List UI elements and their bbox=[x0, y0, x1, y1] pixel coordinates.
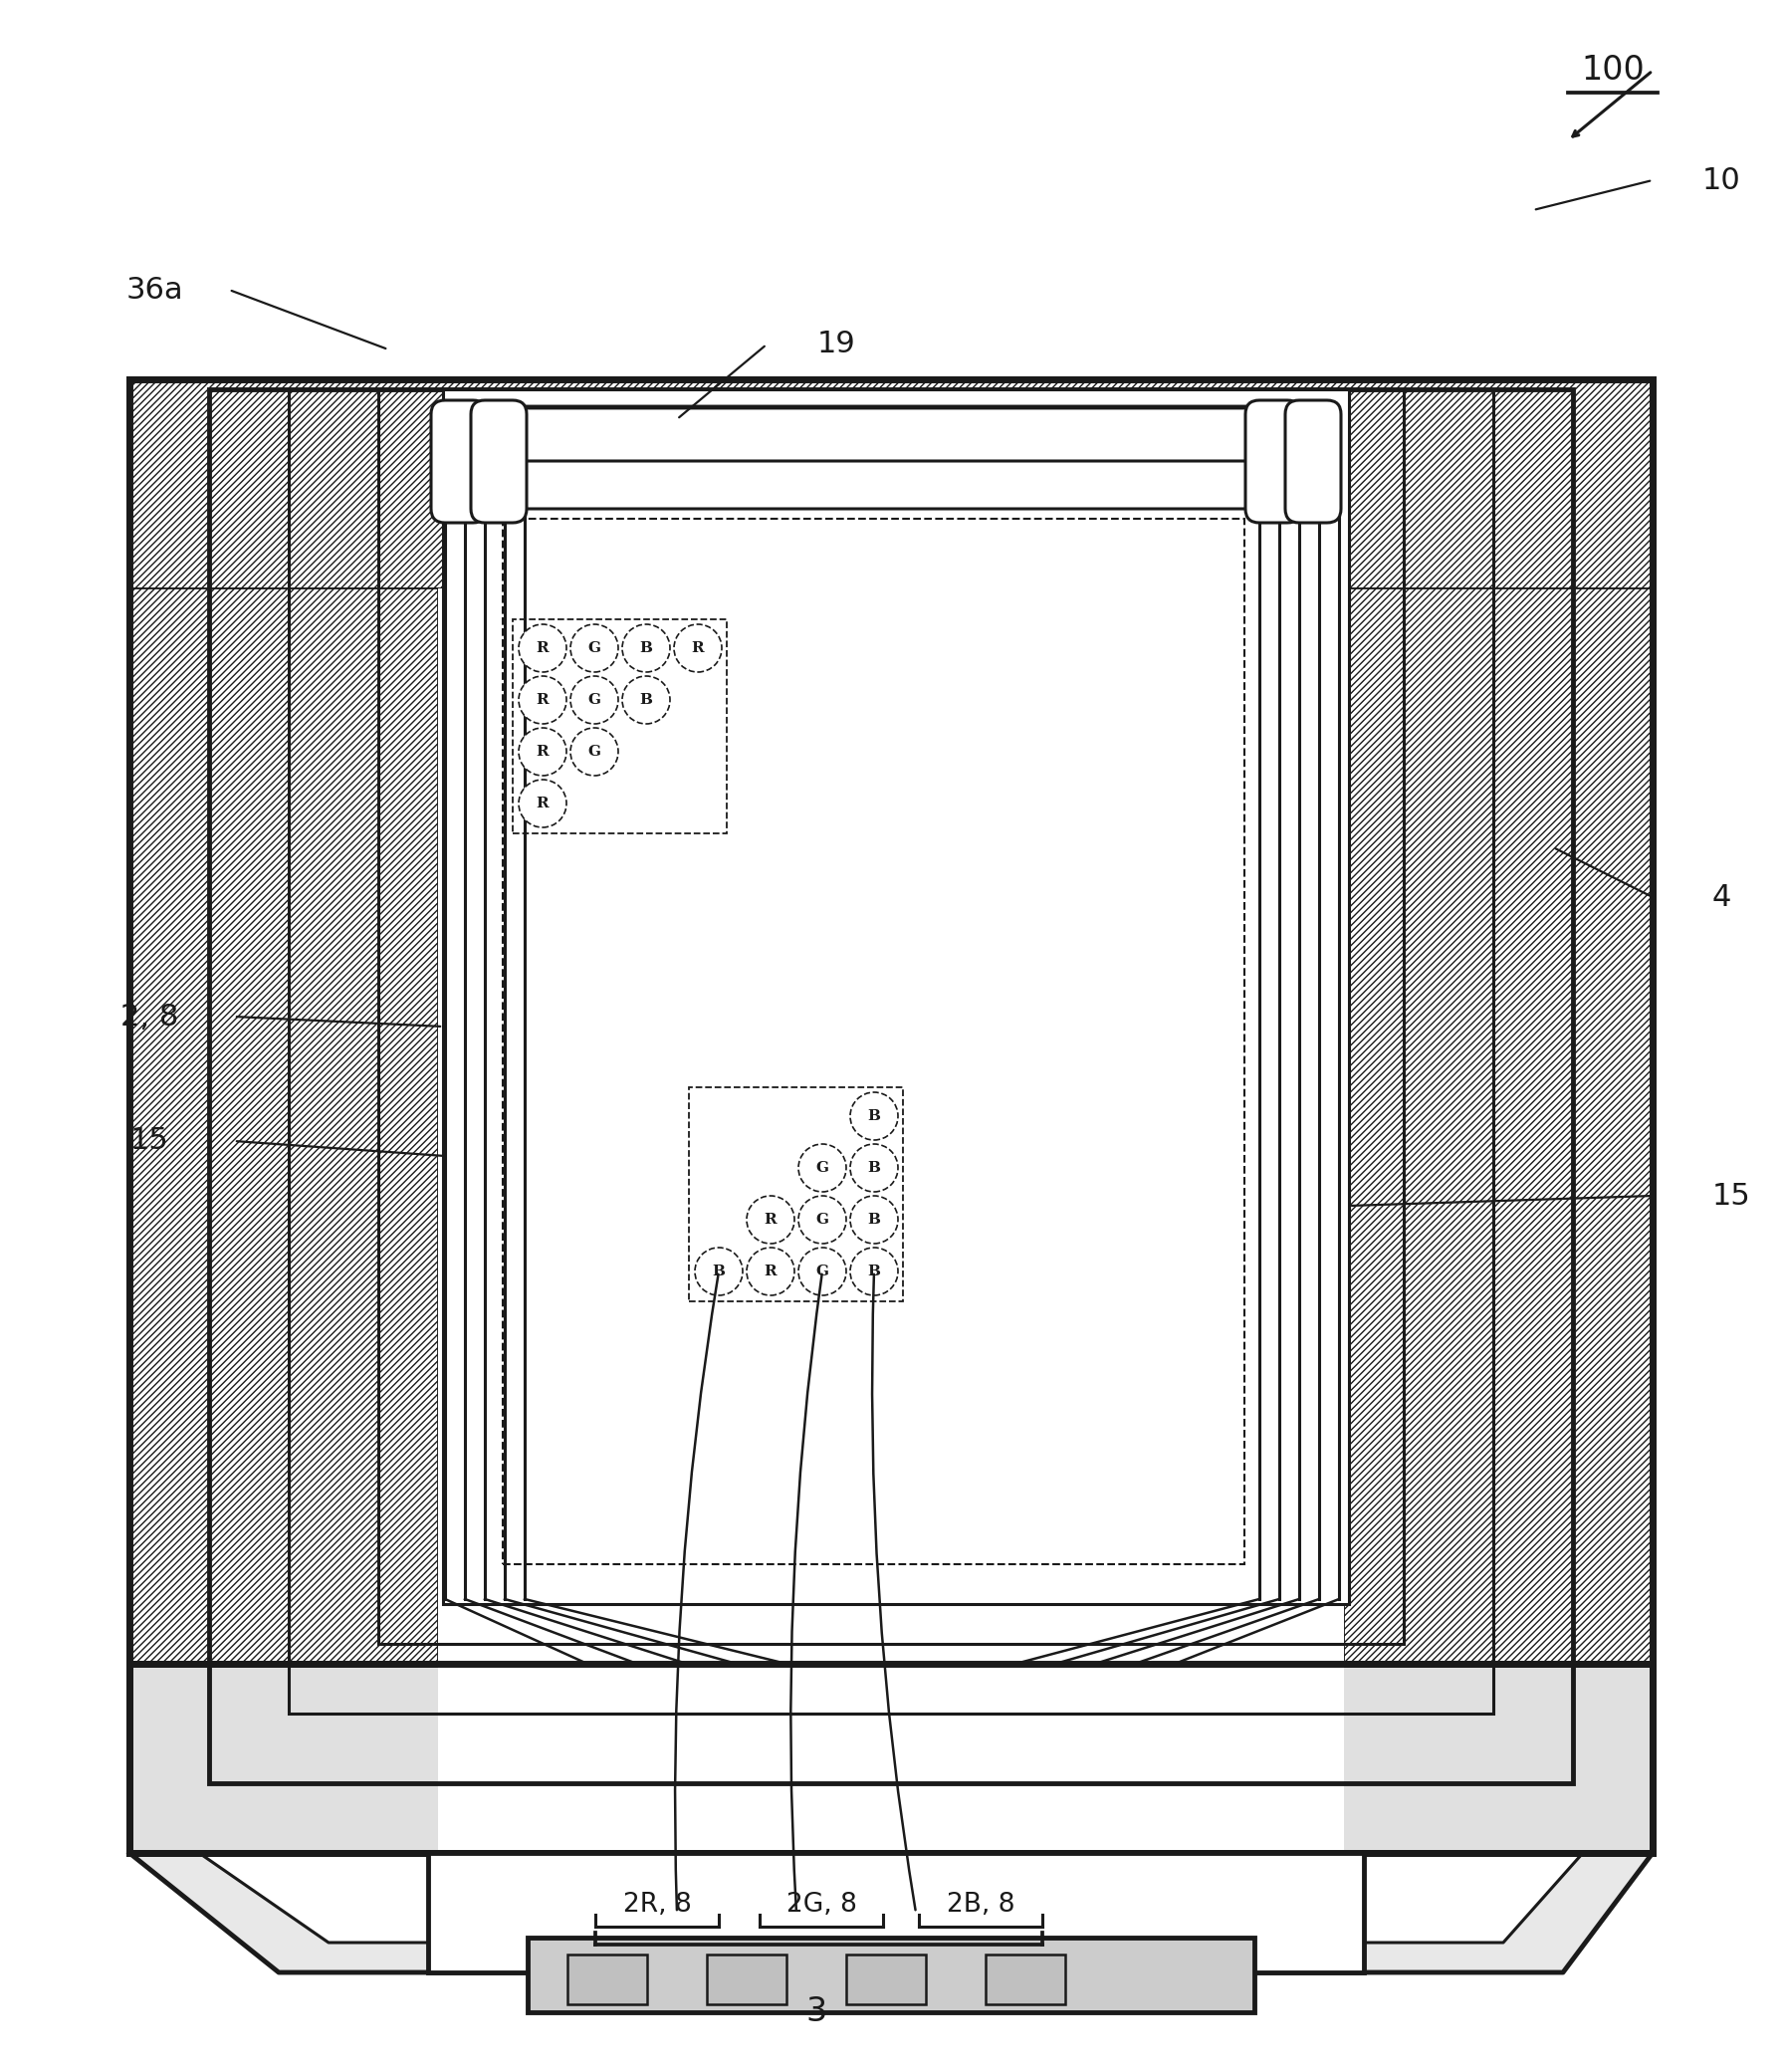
Bar bbox=[439, 588, 1343, 1852]
Text: B: B bbox=[712, 1264, 726, 1278]
Bar bbox=[130, 379, 1652, 588]
FancyBboxPatch shape bbox=[483, 408, 1308, 483]
Text: 3: 3 bbox=[806, 1995, 828, 2028]
Text: R: R bbox=[537, 744, 549, 758]
Bar bbox=[985, 1954, 1065, 2004]
FancyBboxPatch shape bbox=[1284, 400, 1342, 522]
Text: 15: 15 bbox=[130, 1127, 169, 1156]
Text: B: B bbox=[640, 640, 653, 655]
Text: G: G bbox=[815, 1160, 830, 1175]
Circle shape bbox=[851, 1247, 897, 1295]
Text: 19: 19 bbox=[817, 329, 856, 358]
Bar bbox=[209, 390, 1573, 1784]
Bar bbox=[706, 1954, 787, 2004]
Text: B: B bbox=[867, 1212, 881, 1227]
Bar bbox=[567, 1954, 648, 2004]
Circle shape bbox=[851, 1144, 897, 1191]
Circle shape bbox=[519, 727, 567, 775]
Text: 2G, 8: 2G, 8 bbox=[787, 1892, 856, 1919]
Text: R: R bbox=[764, 1212, 776, 1227]
FancyBboxPatch shape bbox=[1245, 400, 1301, 522]
Circle shape bbox=[696, 1247, 742, 1295]
Circle shape bbox=[747, 1196, 794, 1243]
Bar bbox=[378, 390, 1404, 1643]
Polygon shape bbox=[200, 1852, 1582, 1944]
Circle shape bbox=[747, 1247, 794, 1295]
Text: G: G bbox=[589, 692, 601, 707]
FancyBboxPatch shape bbox=[503, 460, 1290, 510]
FancyBboxPatch shape bbox=[432, 400, 487, 522]
Circle shape bbox=[571, 727, 619, 775]
Text: 36a: 36a bbox=[125, 276, 184, 305]
Bar bbox=[1343, 588, 1652, 1852]
Text: B: B bbox=[867, 1109, 881, 1123]
Bar bbox=[846, 1954, 926, 2004]
Bar bbox=[503, 518, 1245, 1564]
Text: R: R bbox=[537, 640, 549, 655]
Circle shape bbox=[571, 675, 619, 723]
Text: 100: 100 bbox=[1581, 54, 1645, 87]
Circle shape bbox=[799, 1247, 846, 1295]
Circle shape bbox=[519, 779, 567, 827]
Circle shape bbox=[623, 675, 671, 723]
Text: 2B, 8: 2B, 8 bbox=[947, 1892, 1015, 1919]
Text: G: G bbox=[589, 640, 601, 655]
Text: R: R bbox=[537, 692, 549, 707]
Circle shape bbox=[623, 624, 671, 671]
Text: R: R bbox=[764, 1264, 776, 1278]
Bar bbox=[528, 1937, 1254, 2012]
Text: 2R, 8: 2R, 8 bbox=[623, 1892, 690, 1919]
Circle shape bbox=[519, 675, 567, 723]
Circle shape bbox=[571, 624, 619, 671]
Bar bbox=[130, 379, 1652, 1852]
Text: 15: 15 bbox=[1713, 1181, 1750, 1210]
Polygon shape bbox=[130, 1852, 1652, 1973]
Text: R: R bbox=[692, 640, 705, 655]
Text: B: B bbox=[640, 692, 653, 707]
Text: R: R bbox=[537, 796, 549, 810]
Text: G: G bbox=[815, 1264, 830, 1278]
Circle shape bbox=[799, 1144, 846, 1191]
Bar bbox=[130, 1664, 1652, 1852]
Text: 10: 10 bbox=[1702, 166, 1741, 195]
Circle shape bbox=[851, 1092, 897, 1140]
Bar bbox=[130, 1664, 1652, 1852]
Text: G: G bbox=[815, 1212, 830, 1227]
Bar bbox=[689, 1088, 903, 1301]
Bar bbox=[442, 390, 1349, 1604]
Text: B: B bbox=[867, 1264, 881, 1278]
Bar bbox=[512, 620, 726, 833]
Bar bbox=[130, 588, 439, 1852]
Bar bbox=[289, 390, 1493, 1714]
Text: B: B bbox=[867, 1160, 881, 1175]
Text: G: G bbox=[589, 744, 601, 758]
Text: 4: 4 bbox=[1713, 883, 1732, 912]
Circle shape bbox=[799, 1196, 846, 1243]
Circle shape bbox=[851, 1196, 897, 1243]
Bar bbox=[130, 379, 1652, 1852]
Text: 2, 8: 2, 8 bbox=[120, 1003, 178, 1032]
Bar bbox=[428, 1852, 1365, 1973]
FancyBboxPatch shape bbox=[471, 400, 526, 522]
Circle shape bbox=[674, 624, 723, 671]
Circle shape bbox=[519, 624, 567, 671]
